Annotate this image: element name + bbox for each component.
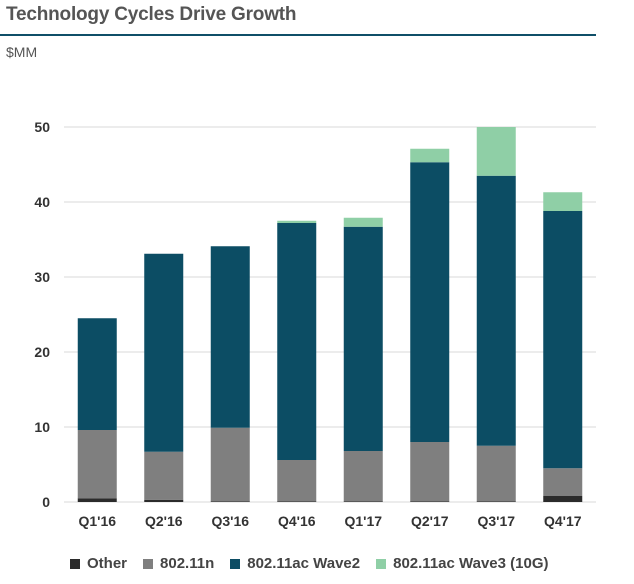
unit-label: $MM: [6, 44, 38, 60]
x-tick-label: Q2'17: [411, 513, 449, 529]
y-tick-label: 20: [34, 344, 50, 360]
x-tick-label: Q1'17: [344, 513, 382, 529]
bar-segment: [210, 246, 250, 428]
legend-label: 802.11ac Wave3 (10G): [393, 555, 549, 572]
title-divider: [0, 34, 596, 36]
legend-swatch: [376, 558, 387, 569]
bar-segment: [543, 496, 583, 502]
bar-segment: [543, 468, 583, 496]
legend-label: 802.11n: [160, 555, 215, 572]
bar-segment: [277, 460, 317, 502]
x-tick-label: Q4'16: [278, 513, 316, 529]
bar-segment: [77, 430, 117, 499]
legend-item: 802.11ac Wave2: [230, 555, 360, 572]
bar-segment: [277, 501, 317, 502]
x-tick-label: Q4'17: [544, 513, 582, 529]
bar-segment: [277, 223, 317, 460]
legend-label: Other: [87, 555, 128, 572]
legend-swatch: [230, 558, 241, 569]
bar-segment: [343, 226, 383, 451]
x-tick-label: Q3'17: [477, 513, 515, 529]
x-tick-label: Q2'16: [145, 513, 183, 529]
bar-segment: [144, 499, 184, 502]
y-tick-label: 50: [34, 119, 50, 135]
x-tick-label: Q1'16: [78, 513, 116, 529]
bar-segment: [343, 451, 383, 502]
bar-segment: [210, 427, 250, 502]
y-tick-label: 40: [34, 194, 50, 210]
bar-segment: [543, 211, 583, 469]
x-tick-label: Q3'16: [211, 513, 249, 529]
chart-legend: Other 802.11n 802.11ac Wave2 802.11ac Wave3…: [70, 555, 565, 572]
bar-segment: [410, 148, 450, 163]
legend-swatch: [143, 558, 154, 569]
bar-segment: [410, 501, 450, 502]
legend-swatch: [70, 558, 80, 569]
bar-segment: [144, 253, 184, 452]
bar-segment: [410, 162, 450, 442]
legend-item: 802.11ac Wave3 (10G): [376, 555, 549, 572]
bar-segment: [210, 501, 250, 502]
bar-segment: [476, 127, 516, 176]
y-tick-label: 0: [42, 494, 50, 510]
legend-item: 802.11n: [143, 555, 214, 572]
bar-segment: [410, 442, 450, 502]
legend-item: Other: [70, 555, 127, 572]
page-title: Technology Cycles Drive Growth: [6, 4, 297, 25]
bar-segment: [277, 220, 317, 223]
bar-segment: [343, 501, 383, 502]
bar-segment: [476, 445, 516, 502]
bar-segment: [77, 318, 117, 430]
bar-segment: [77, 498, 117, 502]
bar-segment: [144, 451, 184, 500]
y-tick-label: 10: [34, 419, 50, 435]
y-tick-label: 30: [34, 269, 50, 285]
bar-segment: [476, 501, 516, 502]
legend-label: 802.11ac Wave2: [247, 555, 361, 572]
bar-segment: [543, 192, 583, 211]
bar-segment: [343, 217, 383, 227]
bar-segment: [476, 175, 516, 446]
